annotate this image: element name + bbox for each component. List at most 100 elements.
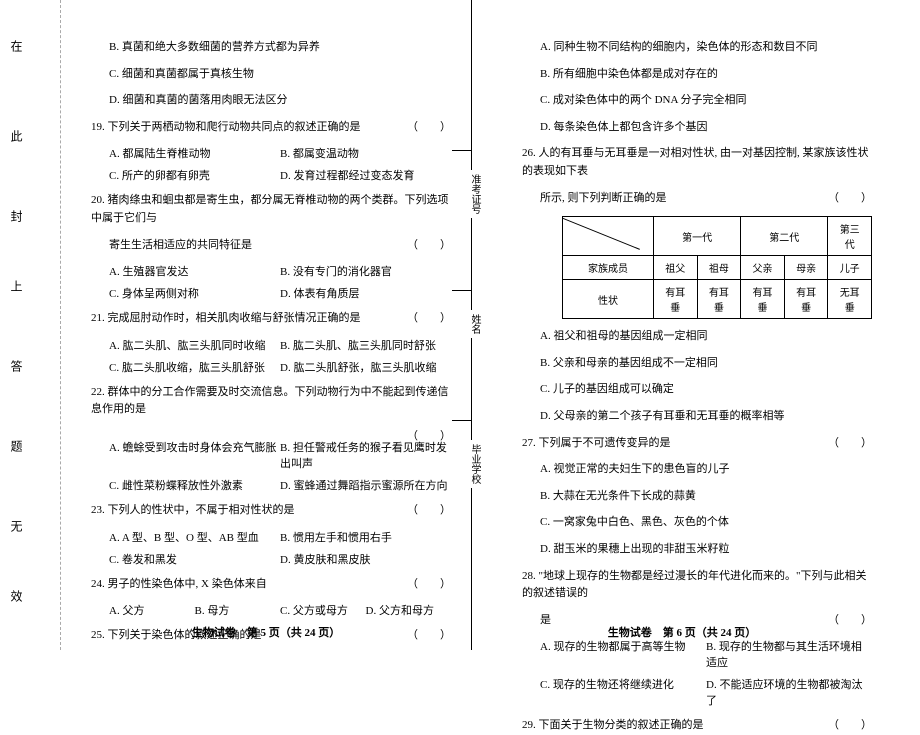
question-28: 28. "地球上现存的生物都是经过漫长的年代进化而来的。"下列与此相关的叙述错误… xyxy=(522,568,872,603)
option: A. 生殖器官发达 xyxy=(109,263,280,279)
option: D. 蜜蜂通过舞蹈指示蜜源所在方向 xyxy=(280,477,451,493)
table-cell: 儿子 xyxy=(828,256,872,280)
option: C. 父方或母方 xyxy=(280,602,366,618)
margin-char: 在 xyxy=(8,40,25,52)
question-20: 20. 猪肉绦虫和蛔虫都是寄生虫，都分属无脊椎动物的两个类群。下列选项中属于它们… xyxy=(91,192,451,227)
option: C. 雌性菜粉蝶释放性外激素 xyxy=(109,477,280,493)
bracket-line: （ ） xyxy=(91,428,451,430)
option: D. 父方和母方 xyxy=(366,602,452,618)
option-row: C. 所产的卵都有卵壳D. 发育过程都经过变态发育 xyxy=(91,167,451,183)
answer-bracket: （ ） xyxy=(407,502,451,520)
option: B. 没有专门的消化器官 xyxy=(280,263,451,279)
option-text: B. 所有细胞中染色体都是成对存在的 xyxy=(522,66,872,84)
option-row: C. 现存的生物还将继续进化D. 不能适应环境的生物都被淘汰了 xyxy=(522,676,872,708)
table-row: 第一代 第二代 第三代 xyxy=(563,217,872,256)
option: C. 身体呈两侧对称 xyxy=(109,285,280,301)
option: C. 现存的生物还将继续进化 xyxy=(540,676,706,708)
margin-char: 答 xyxy=(8,360,25,372)
margin-char: 无 xyxy=(8,520,25,532)
table-row: 性状 有耳垂 有耳垂 有耳垂 有耳垂 无耳垂 xyxy=(563,280,872,319)
option-row: A. 蟾蜍受到攻击时身体会充气膨胀B. 担任警戒任务的猴子看见鹰时发出叫声 xyxy=(91,439,451,471)
page-5: B. 真菌和绝大多数细菌的营养方式都为异养 C. 细菌和真菌都属于真核生物 D.… xyxy=(61,0,471,650)
question-26: 26. 人的有耳垂与无耳垂是一对相对性状, 由一对基因控制, 某家族该性状的表现… xyxy=(522,145,872,180)
table-cell: 有耳垂 xyxy=(741,280,785,319)
question-stem: 23. 下列人的性状中，不属于相对性状的是 xyxy=(91,504,295,516)
answer-bracket: （ ） xyxy=(828,190,872,208)
option: A. 蟾蜍受到攻击时身体会充气膨胀 xyxy=(109,439,280,471)
option-row: C. 身体呈两侧对称D. 体表有角质层 xyxy=(91,285,451,301)
answer-bracket: （ ） xyxy=(407,576,451,594)
option-text: D. 甜玉米的果穗上出现的非甜玉米籽粒 xyxy=(522,541,872,559)
question-20-cont: 寄生生活相适应的共同特征是 （ ） xyxy=(91,237,451,255)
option-row: A. 现存的生物都属于高等生物B. 现存的生物都与其生活环境相适应 xyxy=(522,638,872,670)
option: B. 惯用左手和惯用右手 xyxy=(280,529,451,545)
option: B. 肱二头肌、肱三头肌同时舒张 xyxy=(280,337,451,353)
option-row: C. 卷发和黑发D. 黄皮肤和黑皮肤 xyxy=(91,551,451,567)
question-29: 29. 下面关于生物分类的叙述正确的是 （ ） xyxy=(522,717,872,735)
table-cell: 家族成员 xyxy=(563,256,654,280)
table-cell: 有耳垂 xyxy=(654,280,698,319)
table-cell: 有耳垂 xyxy=(697,280,741,319)
option: B. 都属变温动物 xyxy=(280,145,451,161)
question-21: 21. 完成屈肘动作时，相关肌肉收缩与舒张情况正确的是 （ ） xyxy=(91,310,451,328)
option: A. 肱二头肌、肱三头肌同时收缩 xyxy=(109,337,280,353)
option-text: B. 父亲和母亲的基因组成不一定相同 xyxy=(522,355,872,373)
margin-char: 题 xyxy=(8,440,25,452)
option: A. 都属陆生脊椎动物 xyxy=(109,145,280,161)
question-stem: 27. 下列属于不可遗传变异的是 xyxy=(522,437,671,449)
option: C. 所产的卵都有卵壳 xyxy=(109,167,280,183)
option-row: C. 雌性菜粉蝶释放性外激素D. 蜜蜂通过舞蹈指示蜜源所在方向 xyxy=(91,477,451,493)
table-cell: 有耳垂 xyxy=(784,280,828,319)
option: C. 肱二头肌收缩，肱三头肌舒张 xyxy=(109,359,280,375)
answer-bracket: （ ） xyxy=(828,717,872,735)
answer-bracket: （ ） xyxy=(828,435,872,453)
table-header: 第一代 xyxy=(654,217,741,256)
option-text: A. 同种生物不同结构的细胞内，染色体的形态和数目不同 xyxy=(522,39,872,57)
option: D. 发育过程都经过变态发育 xyxy=(280,167,451,183)
diagonal-cell xyxy=(563,217,654,256)
option-text: B. 大蒜在无光条件下长成的蒜黄 xyxy=(522,488,872,506)
margin-char: 上 xyxy=(8,280,25,292)
margin-char: 此 xyxy=(8,130,25,142)
question-stem-cont: 所示, 则下列判断正确的是 xyxy=(540,192,667,204)
option: A. 父方 xyxy=(109,602,195,618)
table-cell: 无耳垂 xyxy=(828,280,872,319)
question-stem: 19. 下列关于两栖动物和爬行动物共同点的叙述正确的是 xyxy=(91,121,361,133)
option-text: C. 成对染色体中的两个 DNA 分子完全相同 xyxy=(522,92,872,110)
question-stem-cont: 寄生生活相适应的共同特征是 xyxy=(109,239,252,251)
page-container: 在 此 封 上 答 题 无 效 B. 真菌和绝大多数细菌的营养方式都为异养 C.… xyxy=(0,0,920,650)
question-stem: 24. 男子的性染色体中, X 染色体来自 xyxy=(91,578,267,590)
question-24: 24. 男子的性染色体中, X 染色体来自 （ ） xyxy=(91,576,451,594)
answer-bracket: （ ） xyxy=(407,237,451,255)
option: D. 黄皮肤和黑皮肤 xyxy=(280,551,451,567)
answer-bracket: （ ） xyxy=(407,119,451,137)
field-underline xyxy=(452,420,472,421)
option-row: C. 肱二头肌收缩，肱三头肌舒张D. 肱二头肌舒张，肱三头肌收缩 xyxy=(91,359,451,375)
option-text: D. 父母亲的第二个孩子有耳垂和无耳垂的概率相等 xyxy=(522,408,872,426)
option-row: A. A 型、B 型、O 型、AB 型血B. 惯用左手和惯用右手 xyxy=(91,529,451,545)
page-footer: 生物试卷 第 6 页（共 24 页） xyxy=(472,624,892,640)
question-stem: 21. 完成屈肘动作时，相关肌肉收缩与舒张情况正确的是 xyxy=(91,312,361,324)
answer-bracket: （ ） xyxy=(407,428,451,446)
question-26-cont: 所示, 则下列判断正确的是 （ ） xyxy=(522,190,872,208)
option: D. 体表有角质层 xyxy=(280,285,451,301)
page-footer: 生物试卷 第 5 页（共 24 页） xyxy=(61,624,471,640)
question-22: 22. 群体中的分工合作需要及时交流信息。下列动物行为中不能起到传递信息作用的是 xyxy=(91,384,451,419)
table-header: 第三代 xyxy=(828,217,872,256)
field-underline xyxy=(452,150,472,151)
table-header: 第二代 xyxy=(741,217,828,256)
question-stem: 29. 下面关于生物分类的叙述正确的是 xyxy=(522,719,704,731)
option: D. 肱二头肌舒张，肱三头肌收缩 xyxy=(280,359,451,375)
field-underline xyxy=(452,290,472,291)
option-text: A. 祖父和祖母的基因组成一定相同 xyxy=(522,328,872,346)
family-trait-table: 第一代 第二代 第三代 家族成员 祖父 祖母 父亲 母亲 儿子 性状 有耳垂 有… xyxy=(562,216,872,319)
option: A. A 型、B 型、O 型、AB 型血 xyxy=(109,529,280,545)
table-row: 家族成员 祖父 祖母 父亲 母亲 儿子 xyxy=(563,256,872,280)
option: B. 母方 xyxy=(195,602,281,618)
option-text: C. 儿子的基因组成可以确定 xyxy=(522,381,872,399)
table-cell: 性状 xyxy=(563,280,654,319)
option-text: C. 细菌和真菌都属于真核生物 xyxy=(91,66,451,84)
margin-char: 封 xyxy=(8,210,25,222)
table-cell: 祖母 xyxy=(697,256,741,280)
binding-margin: 在 此 封 上 答 题 无 效 xyxy=(0,0,61,650)
